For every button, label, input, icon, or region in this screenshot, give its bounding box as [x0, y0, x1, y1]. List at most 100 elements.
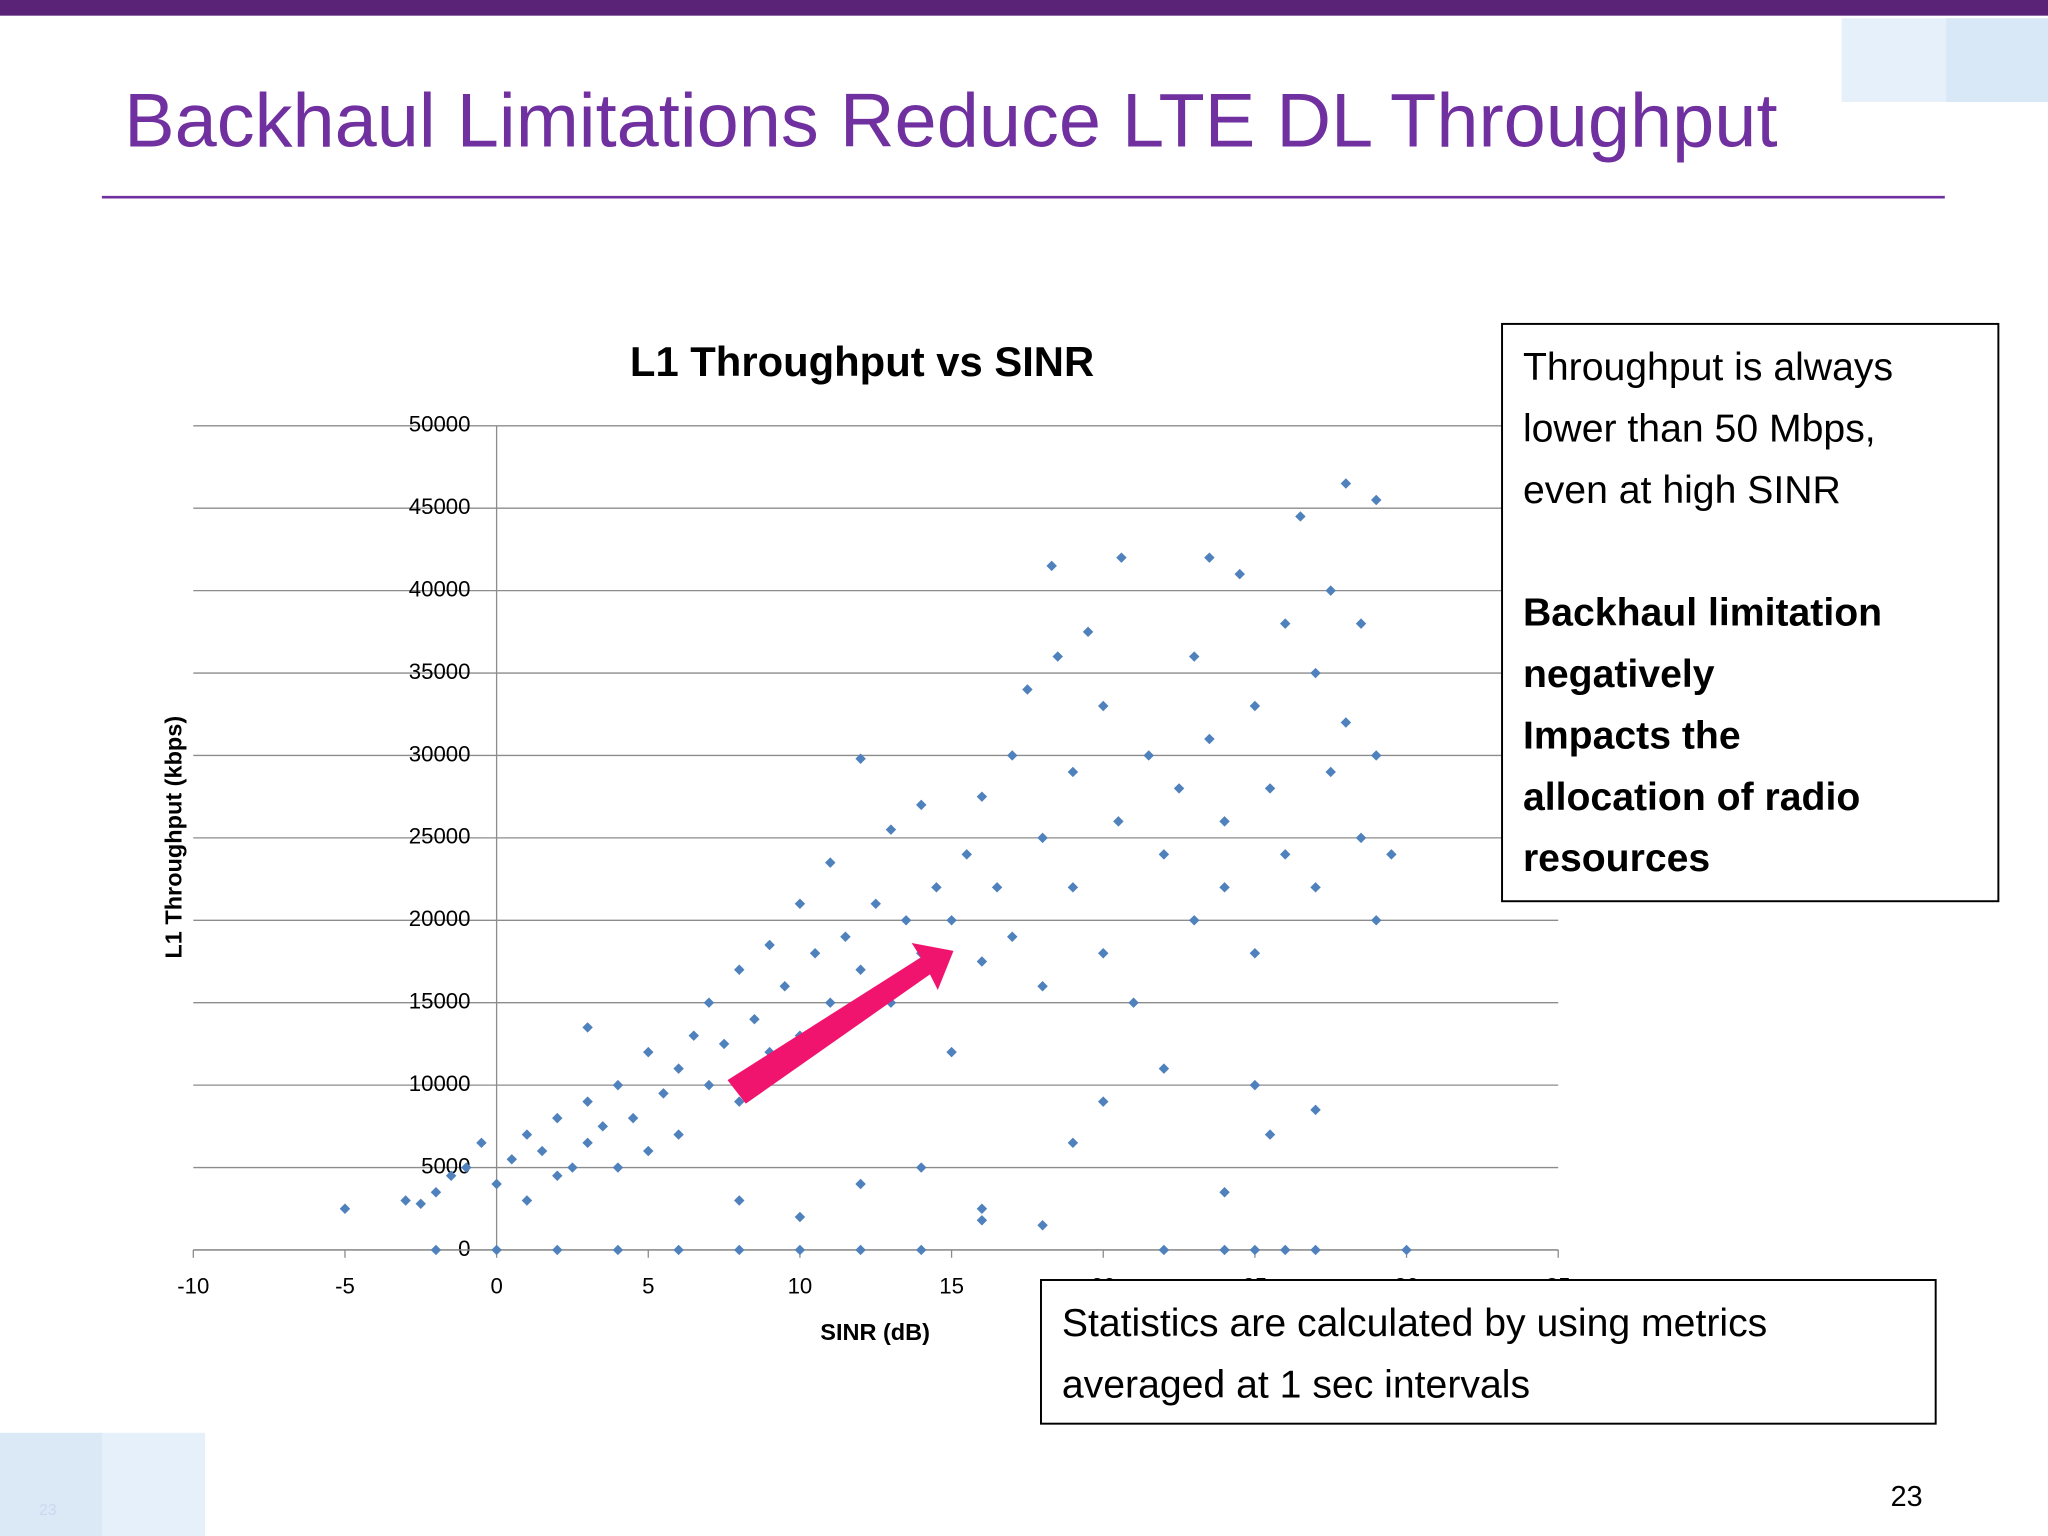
data-point: [673, 1063, 684, 1074]
data-point: [1158, 849, 1170, 860]
data-point: [461, 1162, 472, 1173]
data-point: [794, 898, 806, 910]
data-point: [476, 1137, 487, 1149]
data-point: [855, 753, 866, 764]
y-axis-label: L1 Throughput (kbps): [161, 716, 187, 959]
data-point: [840, 931, 851, 943]
y-tick-label: 45000: [409, 494, 471, 519]
data-point: [1310, 1244, 1321, 1256]
note-bold-line: allocation of radio: [1523, 776, 1860, 819]
data-point: [916, 1162, 927, 1173]
data-point: [521, 1129, 533, 1140]
chart: L1 Throughput vs SINR SINR (dB) L1 Through…: [161, 338, 1571, 1345]
y-tick-label: 40000: [409, 576, 471, 601]
data-point: [703, 997, 715, 1008]
data-point: [1310, 882, 1321, 893]
data-point: [885, 824, 897, 835]
data-point: [1264, 1129, 1276, 1140]
data-point: [1143, 750, 1154, 761]
data-point: [825, 997, 836, 1008]
data-point: [506, 1154, 518, 1165]
data-point: [552, 1112, 563, 1124]
stats-line: Statistics are calculated by using metri…: [1062, 1302, 1767, 1345]
data-point: [976, 1215, 988, 1226]
data-point: [1249, 948, 1261, 959]
data-point: [400, 1195, 411, 1206]
data-point: [1280, 849, 1291, 860]
data-point: [1219, 1244, 1230, 1256]
data-point: [552, 1244, 563, 1256]
data-point: [430, 1244, 442, 1256]
data-point: [567, 1162, 578, 1173]
data-point: [673, 1129, 684, 1140]
data-point: [961, 849, 972, 860]
data-point: [1340, 717, 1352, 728]
x-tick-label: 10: [788, 1274, 813, 1299]
data-point: [643, 1046, 654, 1058]
data-point: [1355, 618, 1367, 629]
data-point: [1022, 684, 1033, 695]
data-point: [825, 857, 836, 868]
x-tick-label: -10: [177, 1274, 209, 1299]
data-point: [1249, 1244, 1261, 1256]
data-point: [718, 1038, 730, 1050]
page-number: 23: [1891, 1481, 1923, 1513]
data-point: [1295, 511, 1306, 522]
data-point: [612, 1244, 624, 1256]
stats-box: [1040, 1279, 1937, 1425]
top-bar: [0, 0, 2048, 16]
data-point: [1219, 1187, 1230, 1198]
data-point: [1370, 750, 1382, 761]
data-point: [1189, 651, 1200, 662]
data-point: [1219, 882, 1230, 893]
y-tick-label: 30000: [409, 741, 471, 766]
corner-decoration: [0, 1432, 102, 1536]
data-point: [1007, 931, 1018, 943]
data-point: [612, 1079, 624, 1091]
stats-text: Statistics are calculated by using metri…: [1062, 1302, 1767, 1406]
trend-arrow: [727, 943, 954, 1104]
data-point: [991, 882, 1003, 893]
data-point: [1234, 568, 1245, 580]
data-point: [1067, 1137, 1079, 1149]
data-point: [582, 1022, 593, 1033]
data-point: [734, 1244, 745, 1256]
data-point: [855, 1244, 866, 1256]
data-point: [415, 1198, 427, 1210]
stats-line: averaged at 1 sec intervals: [1062, 1364, 1530, 1407]
data-point: [916, 799, 927, 811]
data-point: [612, 1162, 624, 1173]
note-line: Throughput is always: [1523, 346, 1893, 389]
data-point: [445, 1170, 457, 1182]
data-point: [430, 1187, 442, 1198]
data-point: [1067, 766, 1079, 778]
data-point: [1037, 981, 1048, 992]
data-point: [916, 1244, 927, 1256]
note-box: [1501, 322, 2000, 903]
y-tick-label: 50000: [409, 412, 471, 437]
data-point: [552, 1170, 563, 1182]
x-tick-label: 5: [642, 1274, 654, 1299]
data-point: [855, 964, 866, 975]
data-point: [1386, 849, 1397, 860]
data-point: [976, 1203, 988, 1214]
data-point: [1173, 783, 1185, 794]
data-point: [1189, 915, 1200, 926]
data-point: [900, 915, 912, 926]
data-point: [734, 1096, 745, 1107]
data-point: [976, 956, 988, 967]
data-point: [1067, 882, 1079, 893]
data-point: [703, 1079, 715, 1091]
x-axis-label: SINR (dB): [820, 1319, 930, 1345]
note-bold-line: Impacts the: [1523, 714, 1741, 757]
data-point: [1098, 1096, 1109, 1107]
data-point: [1325, 766, 1336, 778]
data-point: [1037, 832, 1048, 844]
data-point: [1370, 915, 1382, 926]
data-point: [491, 1178, 502, 1190]
x-tick-label: -5: [335, 1274, 355, 1299]
data-point: [931, 882, 942, 893]
data-point: [946, 1046, 957, 1058]
data-point: [1046, 560, 1057, 572]
